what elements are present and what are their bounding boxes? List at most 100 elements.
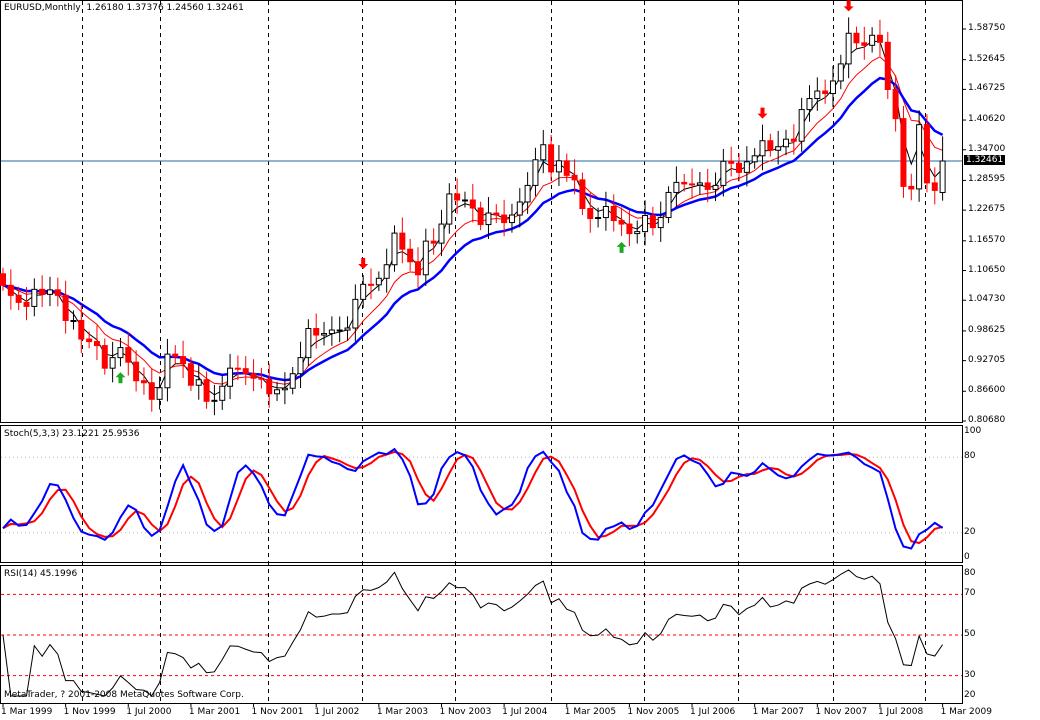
candle-bullish <box>869 34 876 46</box>
time-tick-label: 1 Nov 2007 <box>815 707 868 717</box>
candle-bearish <box>767 140 774 151</box>
candle-bullish <box>845 32 852 65</box>
copyright-text: MetaTrader, ? 2001-2008 MetaQuotes Softw… <box>4 690 244 700</box>
time-tick-label: 1 Mar 2001 <box>188 707 241 717</box>
candle-bullish <box>634 231 641 235</box>
rsi-level-label: 80 <box>964 568 976 578</box>
candle-bullish <box>751 155 758 163</box>
candle-bullish <box>642 215 649 233</box>
candle-bearish <box>15 294 22 303</box>
rsi-level-label: 70 <box>964 588 976 599</box>
sell-arrow-icon <box>757 107 768 119</box>
candle-bearish <box>501 214 508 224</box>
candle-bearish <box>125 347 132 363</box>
candle-bearish <box>822 90 829 95</box>
candle-bearish <box>133 361 140 382</box>
candle-bearish <box>140 380 147 384</box>
candle-bearish <box>587 208 594 220</box>
candle-bullish <box>328 329 335 335</box>
candle-bearish <box>0 273 6 286</box>
price-tick-label: 1.34700 <box>968 143 1006 154</box>
price-tick-label: 1.40620 <box>968 114 1006 125</box>
candle-bearish <box>203 379 210 402</box>
candle-bullish <box>274 389 281 395</box>
candle-bullish <box>281 387 288 391</box>
candle-bullish <box>438 223 445 244</box>
candle-bearish <box>892 89 899 120</box>
candle-bullish <box>829 80 836 95</box>
candle-bullish <box>117 347 124 359</box>
candle-bullish <box>532 159 539 186</box>
candle-bearish <box>93 341 100 347</box>
stoch-level-label: 100 <box>964 426 982 436</box>
candle-bearish <box>736 162 743 173</box>
candle-bearish <box>180 356 187 365</box>
buy-arrow-icon <box>115 372 126 384</box>
candle-bullish <box>602 205 609 219</box>
candle-bullish <box>555 160 562 173</box>
candle-bearish <box>54 289 61 296</box>
candle-bearish <box>790 138 797 142</box>
candle-bullish <box>540 144 547 161</box>
stoch-level-label: 0 <box>964 552 970 562</box>
sell-arrow-icon <box>358 257 369 269</box>
candle-bullish <box>806 98 813 111</box>
candle-bearish <box>689 183 696 186</box>
candle-bearish <box>242 368 249 375</box>
candle-bearish <box>78 319 85 340</box>
candle-bearish <box>579 179 586 210</box>
candle-bullish <box>164 353 171 389</box>
price-tick-label: 1.52645 <box>968 53 1006 64</box>
price-tick-label: 0.80680 <box>968 415 1006 425</box>
rsi-line <box>2 569 944 697</box>
candle-bullish <box>743 161 750 173</box>
candle-bullish <box>109 357 116 369</box>
candle-bullish <box>516 201 523 216</box>
candle-bullish <box>814 90 821 100</box>
candle-bearish <box>39 288 46 295</box>
stoch-panel <box>0 425 963 563</box>
candle-bullish <box>336 329 343 332</box>
candle-bearish <box>649 215 656 229</box>
candle-bullish <box>352 298 359 329</box>
candle-bearish <box>704 182 711 190</box>
candle-bearish <box>23 301 30 307</box>
stoch-main-line <box>2 447 944 550</box>
candle-bearish <box>101 345 108 369</box>
time-tick-label: 1 Nov 2005 <box>627 707 680 717</box>
candle-bullish <box>775 146 782 151</box>
candle-bearish <box>477 207 484 226</box>
price-tick-label: 0.86600 <box>968 385 1006 396</box>
time-tick-label: 1 Jul 2004 <box>502 707 548 717</box>
candle-bullish <box>916 124 923 190</box>
candle-bearish <box>853 32 860 44</box>
candle-bearish <box>900 118 907 187</box>
candle-bullish <box>195 379 202 386</box>
candle-bearish <box>908 185 915 190</box>
candle-bullish <box>289 373 296 389</box>
price-tick-label: 0.92705 <box>968 354 1006 365</box>
price-tick-label: 0.98625 <box>968 324 1006 335</box>
chart-header: EURUSD,Monthly 1.26180 1.37376 1.24560 1… <box>4 3 244 13</box>
candle-bullish <box>837 63 844 82</box>
candle-bearish <box>923 124 930 184</box>
candle-bullish <box>485 212 492 226</box>
candle-bearish <box>681 181 688 185</box>
candle-bullish <box>391 232 398 266</box>
time-tick-label: 1 Jul 2006 <box>690 707 736 717</box>
price-tick-label: 1.58750 <box>968 23 1006 33</box>
candle-bullish <box>375 277 382 286</box>
candle-bullish <box>595 217 602 220</box>
time-tick-label: 1 Nov 2003 <box>439 707 492 717</box>
time-tick-label: 1 Mar 2007 <box>752 707 805 717</box>
candle-bearish <box>430 240 437 244</box>
price-tick-label: 1.22675 <box>968 204 1006 215</box>
candle-bullish <box>696 182 703 186</box>
current-price-label: 1.32461 <box>964 155 1006 165</box>
candle-bullish <box>712 184 719 190</box>
candle-bearish <box>571 174 578 181</box>
candle-bullish <box>360 283 367 300</box>
candle-bullish <box>70 319 77 322</box>
